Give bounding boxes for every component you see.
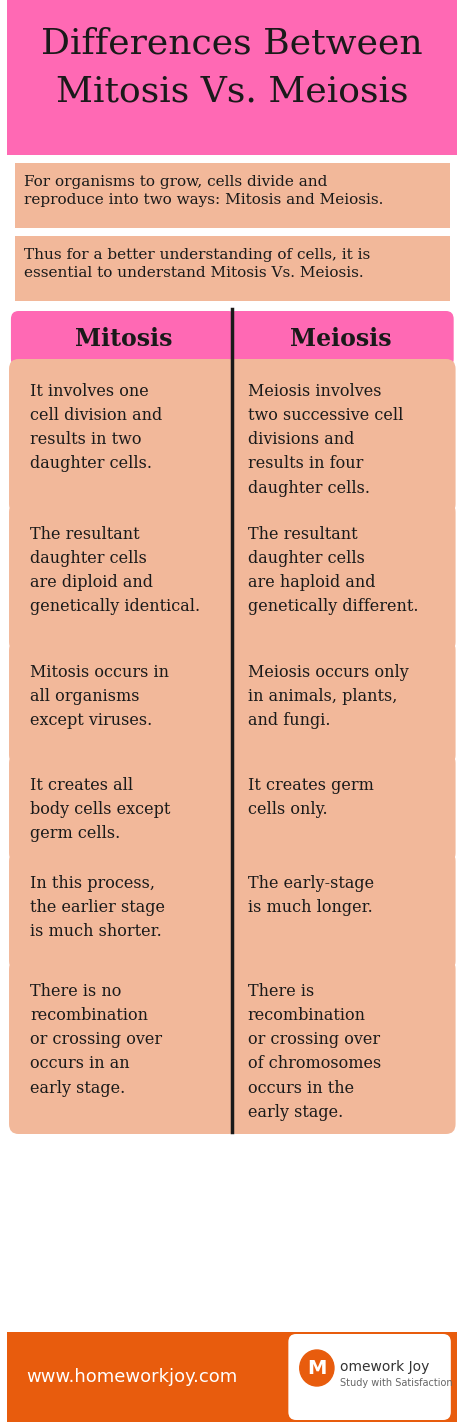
FancyBboxPatch shape xyxy=(9,358,238,513)
FancyBboxPatch shape xyxy=(9,754,238,863)
Text: Mitosis occurs in
all organisms
except viruses.: Mitosis occurs in all organisms except v… xyxy=(30,664,169,729)
Circle shape xyxy=(300,1349,334,1386)
FancyBboxPatch shape xyxy=(9,958,238,1133)
Text: It creates all
body cells except
germ cells.: It creates all body cells except germ ce… xyxy=(30,776,170,842)
FancyBboxPatch shape xyxy=(11,311,236,367)
Text: Study with Satisfaction: Study with Satisfaction xyxy=(340,1378,452,1388)
Text: Meiosis occurs only
in animals, plants,
and fungi.: Meiosis occurs only in animals, plants, … xyxy=(247,664,408,729)
Text: The resultant
daughter cells
are haploid and
genetically different.: The resultant daughter cells are haploid… xyxy=(247,526,418,616)
Text: It involves one
cell division and
results in two
daughter cells.: It involves one cell division and result… xyxy=(30,383,162,472)
FancyBboxPatch shape xyxy=(227,754,456,863)
Text: In this process,
the earlier stage
is much shorter.: In this process, the earlier stage is mu… xyxy=(30,875,165,940)
FancyBboxPatch shape xyxy=(15,236,450,301)
Text: Meiosis involves
two successive cell
divisions and
results in four
daughter cell: Meiosis involves two successive cell div… xyxy=(247,383,403,496)
FancyBboxPatch shape xyxy=(9,640,238,765)
Text: The early-stage
is much longer.: The early-stage is much longer. xyxy=(247,875,374,916)
FancyBboxPatch shape xyxy=(227,640,456,765)
FancyBboxPatch shape xyxy=(7,1332,457,1422)
Text: It creates germ
cells only.: It creates germ cells only. xyxy=(247,776,374,818)
Text: Mitosis: Mitosis xyxy=(75,327,172,351)
Text: www.homeworkjoy.com: www.homeworkjoy.com xyxy=(26,1368,237,1386)
FancyBboxPatch shape xyxy=(15,164,450,228)
Text: There is
recombination
or crossing over
of chromosomes
occurs in the
early stage: There is recombination or crossing over … xyxy=(247,983,381,1121)
FancyBboxPatch shape xyxy=(227,850,456,971)
Text: Meiosis: Meiosis xyxy=(290,327,392,351)
FancyBboxPatch shape xyxy=(227,958,456,1133)
FancyBboxPatch shape xyxy=(227,358,456,513)
FancyBboxPatch shape xyxy=(9,502,238,653)
Text: There is no
recombination
or crossing over
occurs in an
early stage.: There is no recombination or crossing ov… xyxy=(30,983,162,1096)
Text: omework Joy: omework Joy xyxy=(340,1359,429,1374)
FancyBboxPatch shape xyxy=(227,502,456,653)
FancyBboxPatch shape xyxy=(7,0,457,155)
Text: For organisms to grow, cells divide and
reproduce into two ways: Mitosis and Mei: For organisms to grow, cells divide and … xyxy=(24,175,383,208)
Text: Differences Between
Mitosis Vs. Meiosis: Differences Between Mitosis Vs. Meiosis xyxy=(42,27,423,108)
Text: Thus for a better understanding of cells, it is
essential to understand Mitosis : Thus for a better understanding of cells… xyxy=(24,247,371,280)
Text: The resultant
daughter cells
are diploid and
genetically identical.: The resultant daughter cells are diploid… xyxy=(30,526,200,616)
FancyBboxPatch shape xyxy=(228,311,454,367)
FancyBboxPatch shape xyxy=(288,1334,451,1421)
FancyBboxPatch shape xyxy=(9,850,238,971)
Text: M: M xyxy=(307,1358,327,1378)
